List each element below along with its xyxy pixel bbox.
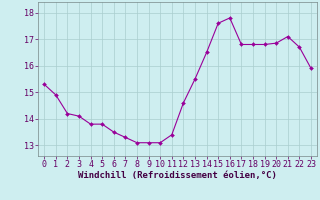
X-axis label: Windchill (Refroidissement éolien,°C): Windchill (Refroidissement éolien,°C) xyxy=(78,171,277,180)
